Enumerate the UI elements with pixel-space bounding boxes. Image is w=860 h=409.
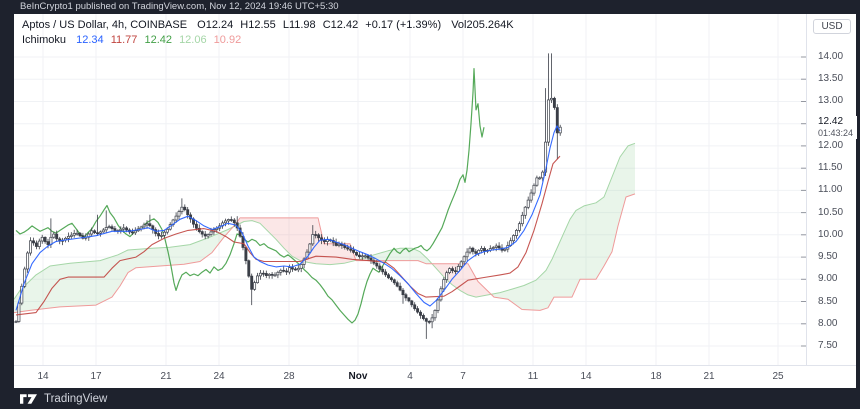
time-axis-label: Nov — [348, 371, 368, 382]
chart-legend: Aptos / US Dollar, 4h, COINBASE O12.24 H… — [22, 18, 514, 48]
price-tickmarks — [801, 56, 806, 347]
price-axis-label: 13.50 — [818, 73, 844, 84]
indicator-name: Ichimoku — [22, 34, 67, 46]
price-axis-label: 9.50 — [818, 251, 838, 262]
price-axis-label: 8.50 — [818, 296, 838, 307]
attribution-bar: BeInCrypto1 published on TradingView.com… — [0, 0, 860, 14]
price-axis-label: 10.00 — [818, 229, 844, 240]
price-axis-label: 11.00 — [818, 184, 843, 195]
chikou-value: 12.42 — [144, 34, 172, 46]
tradingview-logo-icon[interactable] — [20, 393, 37, 404]
current-price-label: 12.42 01:43:24 — [807, 116, 857, 139]
time-axis-label: 28 — [283, 371, 295, 382]
time-axis-label: 14 — [37, 371, 49, 382]
time-axis-label: 18 — [650, 371, 662, 382]
open-value: O12.24 — [197, 19, 234, 31]
price-scale[interactable]: USD 14.0013.5013.0012.5012.0011.5011.001… — [806, 14, 857, 365]
senkou-b-value: 10.92 — [213, 34, 242, 46]
time-axis-label: 21 — [703, 371, 715, 382]
kijun-value: 11.77 — [110, 34, 138, 46]
price-axis-label: 7.50 — [818, 340, 838, 351]
indicator-row: Ichimoku 12.34 11.77 12.42 12.06 10.92 — [22, 33, 514, 48]
currency-button[interactable]: USD — [813, 19, 851, 34]
plot-area[interactable]: Aptos / US Dollar, 4h, COINBASE O12.24 H… — [14, 14, 806, 365]
senkou-a-value: 12.06 — [179, 34, 207, 46]
price-axis-label: 9.00 — [818, 273, 838, 284]
brand-bar: TradingView — [0, 388, 860, 409]
price-axis-label: 12.00 — [818, 140, 844, 151]
symbol-row: Aptos / US Dollar, 4h, COINBASE O12.24 H… — [22, 18, 514, 33]
symbol-title: Aptos / US Dollar, 4h, COINBASE — [22, 19, 188, 31]
kijun-line — [15, 155, 561, 316]
time-axis-label: 7 — [460, 371, 466, 382]
close-value: C12.42 — [322, 19, 359, 31]
time-axis-label: 21 — [160, 371, 172, 382]
time-axis-label: 11 — [527, 371, 539, 382]
tenkan-line — [15, 125, 561, 311]
time-axis-label: 4 — [407, 371, 413, 382]
bar-countdown: 01:43:24 — [818, 128, 854, 138]
time-axis-label: 24 — [213, 371, 225, 382]
brand-name[interactable]: TradingView — [44, 392, 108, 405]
candles — [14, 53, 562, 339]
price-axis-label: 10.50 — [818, 207, 844, 218]
tenkan-value: 12.34 — [76, 34, 104, 46]
time-axis-label: 17 — [90, 371, 102, 382]
high-value: H12.55 — [240, 19, 276, 31]
volume-value: Vol205.264K — [451, 19, 514, 31]
attribution-text: BeInCrypto1 published on TradingView.com… — [20, 1, 339, 12]
price-axis-label: 8.00 — [818, 318, 838, 329]
ichimoku-cloud — [14, 142, 636, 314]
time-axis[interactable]: 14 17 21 24 28 Nov 4 7 11 14 18 21 25 — [14, 365, 856, 388]
price-axis-label: 14.00 — [818, 51, 844, 62]
grid — [14, 14, 806, 365]
chart-panel: Aptos / US Dollar, 4h, COINBASE O12.24 H… — [14, 14, 857, 388]
price-axis-label: 13.00 — [818, 95, 844, 106]
low-value: L11.98 — [282, 19, 316, 31]
chikou-line — [15, 67, 485, 324]
change-value: +0.17 (+1.39%) — [365, 19, 442, 31]
current-price: 12.42 — [818, 116, 844, 127]
time-axis-label: 25 — [772, 371, 784, 382]
price-axis-label: 11.50 — [818, 162, 843, 173]
price-chart[interactable] — [14, 14, 806, 365]
time-axis-label: 14 — [580, 371, 592, 382]
